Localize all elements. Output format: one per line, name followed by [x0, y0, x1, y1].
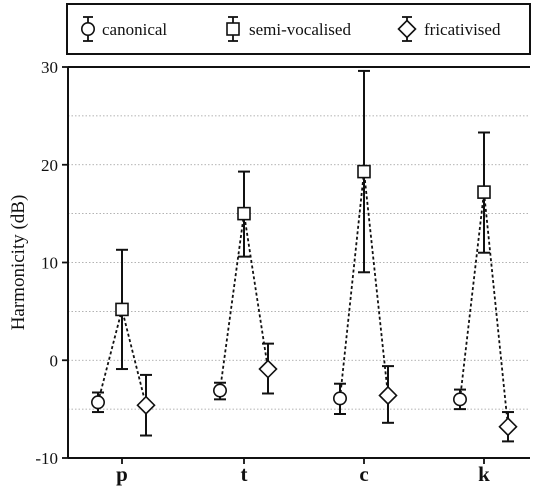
- legend: canonical semi-vocalised fricativised: [66, 3, 531, 55]
- legend-label: canonical: [102, 20, 167, 39]
- y-tick-label: 0: [50, 351, 59, 370]
- y-tick-label: 10: [41, 254, 58, 273]
- y-tick-label: 20: [41, 156, 58, 175]
- series-circle: [91, 381, 467, 416]
- x-tick-label: c: [359, 462, 368, 486]
- data-point: [498, 417, 518, 437]
- x-tick-label: k: [478, 462, 490, 486]
- y-tick-label: -10: [35, 449, 58, 468]
- data-point: [91, 395, 106, 410]
- data-point: [136, 395, 156, 415]
- data-point: [378, 385, 398, 406]
- grid-lines: [68, 115, 530, 410]
- legend-item: canonical: [81, 16, 167, 42]
- legend-item: fricativised: [397, 16, 501, 42]
- x-tick-label: t: [241, 462, 248, 486]
- data-point: [213, 383, 228, 398]
- legend-item: semi-vocalised: [226, 16, 351, 42]
- axes: -10 0 10 20 30 p t c k Harmonicity (dB): [8, 58, 530, 486]
- legend-marker-diamond: [397, 19, 417, 39]
- data-point: [115, 302, 129, 317]
- data-point: [452, 392, 467, 407]
- legend-label: semi-vocalised: [249, 20, 351, 39]
- plot-area: [91, 69, 518, 443]
- connector-line: [459, 192, 509, 427]
- x-tick-label: p: [116, 462, 128, 486]
- data-point: [332, 391, 347, 406]
- series-square: [115, 69, 491, 371]
- legend-frame: [66, 3, 531, 55]
- y-axis-title: Harmonicity (dB): [8, 195, 29, 331]
- series-diamond: [136, 342, 518, 443]
- data-point: [357, 164, 371, 179]
- legend-marker-square: [226, 22, 240, 36]
- data-point: [237, 206, 251, 221]
- legend-marker-circle: [81, 21, 96, 36]
- data-point: [477, 185, 491, 199]
- legend-label: fricativised: [424, 20, 501, 39]
- data-point: [258, 359, 278, 379]
- y-tick-label: 30: [41, 58, 58, 77]
